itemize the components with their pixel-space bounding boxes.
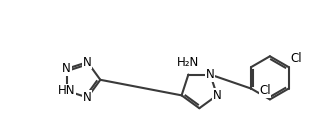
Text: N: N <box>206 68 215 81</box>
Text: N: N <box>213 89 221 102</box>
Text: Cl: Cl <box>259 84 271 97</box>
Text: HN: HN <box>58 84 75 97</box>
Text: N: N <box>83 56 92 69</box>
Text: H₂N: H₂N <box>177 56 200 69</box>
Text: N: N <box>62 62 71 75</box>
Text: N: N <box>83 91 92 104</box>
Text: Cl: Cl <box>290 52 302 65</box>
